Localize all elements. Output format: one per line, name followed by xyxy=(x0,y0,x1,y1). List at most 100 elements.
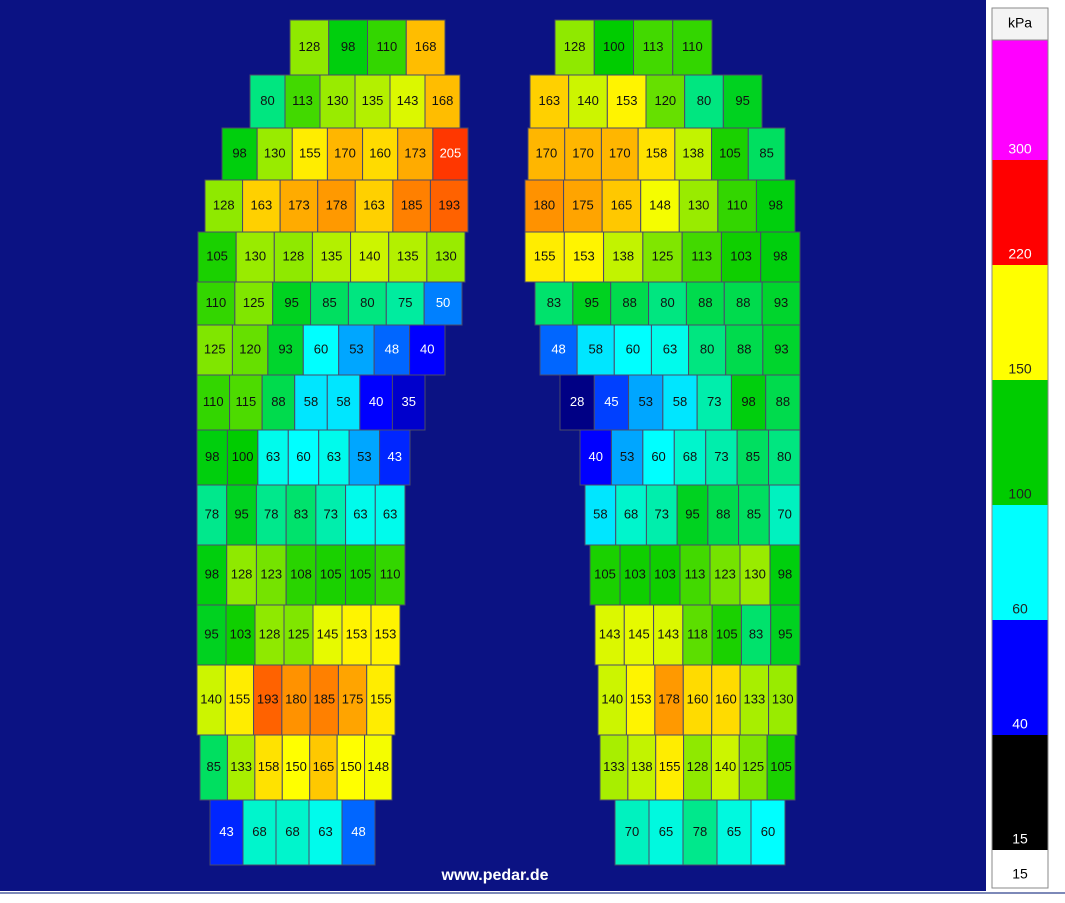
sensor-value: 140 xyxy=(601,691,623,706)
sensor-value: 88 xyxy=(737,341,751,356)
sensor-cell xyxy=(768,484,801,546)
sensor-cell xyxy=(423,281,463,326)
sensor-value: 125 xyxy=(742,759,764,774)
sensor-cell xyxy=(682,664,713,736)
sensor-value: 48 xyxy=(385,341,399,356)
sensor-cell xyxy=(254,734,283,801)
sensor-cell xyxy=(341,799,376,866)
sensor-cell xyxy=(242,799,277,866)
sensor-cell xyxy=(196,664,226,736)
scale-band xyxy=(992,380,1048,505)
sensor-value: 70 xyxy=(625,824,639,839)
scale-band xyxy=(992,735,1048,850)
sensor-value: 58 xyxy=(336,394,350,409)
sensor-cell xyxy=(291,127,328,181)
sensor-value: 80 xyxy=(697,93,711,108)
sensor-cell xyxy=(283,604,314,666)
sensor-value: 48 xyxy=(351,824,365,839)
scale-band xyxy=(992,505,1048,620)
sensor-value: 63 xyxy=(266,449,280,464)
sensor-value: 60 xyxy=(761,824,775,839)
sensor-cell xyxy=(534,281,574,326)
sensor-value: 103 xyxy=(624,566,646,581)
sensor-cell xyxy=(645,484,678,546)
sensor-cell xyxy=(628,374,664,431)
sensor-value: 98 xyxy=(341,39,355,54)
sensor-value: 160 xyxy=(687,691,709,706)
sensor-cell xyxy=(593,374,630,431)
sensor-cell xyxy=(281,664,311,736)
sensor-value: 95 xyxy=(284,295,298,310)
sensor-value: 155 xyxy=(299,145,321,160)
sensor-cell xyxy=(563,179,603,233)
sensor-cell xyxy=(676,484,709,546)
sensor-value: 83 xyxy=(294,506,308,521)
sensor-value: 98 xyxy=(741,394,755,409)
sensor-value: 158 xyxy=(646,145,668,160)
sensor-cell xyxy=(597,664,627,736)
sensor-cell xyxy=(711,127,749,181)
sensor-cell xyxy=(242,179,281,233)
sensor-cell xyxy=(723,281,763,326)
sensor-cell xyxy=(685,281,725,326)
sensor-cell xyxy=(302,324,340,376)
sensor-cell xyxy=(196,324,233,376)
sensor-value: 138 xyxy=(612,248,634,263)
sensor-value: 68 xyxy=(285,824,299,839)
sensor-value: 135 xyxy=(397,248,419,263)
sensor-value: 85 xyxy=(759,145,773,160)
sensor-value: 153 xyxy=(375,626,397,641)
sensor-value: 88 xyxy=(776,394,790,409)
sensor-value: 113 xyxy=(685,566,706,581)
sensor-cell xyxy=(682,799,718,866)
sensor-value: 70 xyxy=(777,506,791,521)
sensor-value: 140 xyxy=(715,759,737,774)
sensor-value: 95 xyxy=(234,506,248,521)
sensor-cell xyxy=(341,604,372,666)
sensor-value: 155 xyxy=(659,759,681,774)
sensor-cell xyxy=(409,324,446,376)
sensor-value: 113 xyxy=(691,248,712,263)
sensor-cell xyxy=(606,74,647,129)
sensor-value: 98 xyxy=(232,145,246,160)
sensor-cell xyxy=(633,19,674,76)
sensor-cell xyxy=(710,734,740,801)
scale-band xyxy=(992,265,1048,380)
sensor-cell xyxy=(625,664,656,736)
sensor-value: 40 xyxy=(369,394,383,409)
sensor-cell xyxy=(603,231,644,283)
sensor-value: 50 xyxy=(436,295,450,310)
sensor-value: 68 xyxy=(252,824,266,839)
sensor-value: 130 xyxy=(688,197,710,212)
sensor-value: 135 xyxy=(362,93,384,108)
scale-label: 220 xyxy=(1008,246,1032,262)
sensor-value: 65 xyxy=(659,824,673,839)
sensor-cell xyxy=(272,281,312,326)
sensor-value: 78 xyxy=(264,506,278,521)
sensor-value: 88 xyxy=(716,506,730,521)
sensor-value: 85 xyxy=(206,759,220,774)
sensor-value: 60 xyxy=(626,341,640,356)
sensor-value: 110 xyxy=(380,566,401,581)
sensor-value: 85 xyxy=(747,506,761,521)
sensor-cell xyxy=(392,179,431,233)
sensor-cell xyxy=(364,734,393,801)
sensor-value: 40 xyxy=(588,449,602,464)
sensor-cell xyxy=(224,664,255,736)
sensor-cell xyxy=(285,544,317,606)
scale-label: 150 xyxy=(1008,361,1032,377)
sensor-value: 110 xyxy=(377,39,398,54)
left-foot: 128 98 110 168 80 113 130 135 143 168 98 130 155 170 1… xyxy=(196,19,469,866)
sensor-cell xyxy=(318,429,350,486)
sensor-value: 80 xyxy=(260,93,274,108)
sensor-value: 160 xyxy=(715,691,737,706)
sensor-value: 155 xyxy=(370,691,392,706)
sensor-cell xyxy=(196,281,236,326)
sensor-cell xyxy=(770,604,801,666)
sensor-cell xyxy=(672,19,713,76)
sensor-value: 140 xyxy=(577,93,599,108)
sensor-cell xyxy=(326,374,361,431)
sensor-value: 100 xyxy=(603,39,625,54)
sensor-value: 135 xyxy=(321,248,343,263)
sensor-cell xyxy=(309,664,339,736)
